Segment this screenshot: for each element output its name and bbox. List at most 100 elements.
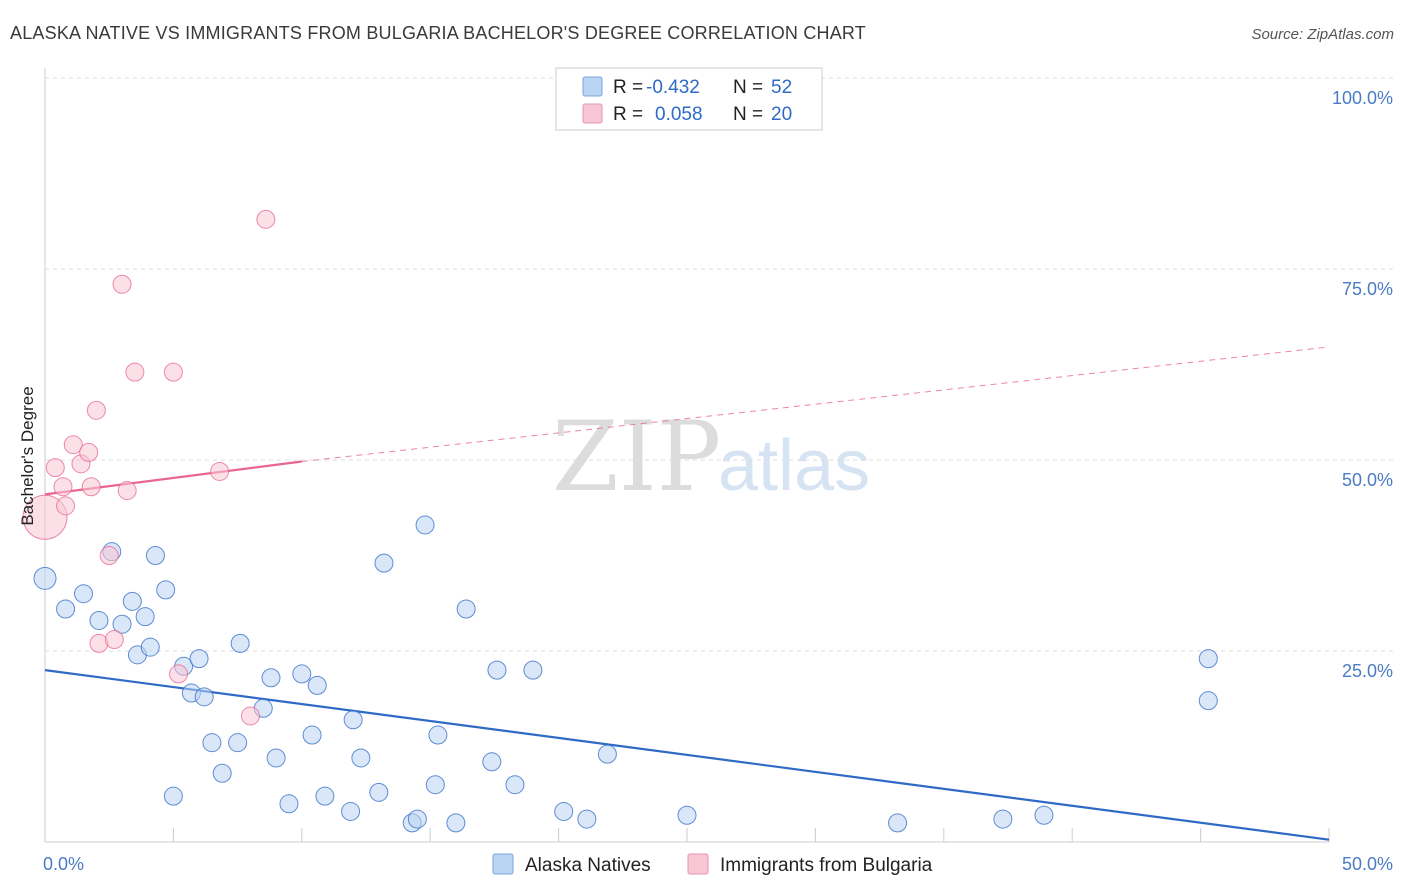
chart-title: ALASKA NATIVE VS IMMIGRANTS FROM BULGARI…	[10, 23, 866, 43]
point-bulgaria	[117, 481, 137, 501]
point-alaska	[56, 599, 76, 619]
point-alaska	[140, 637, 160, 657]
legend-n-label-2: N =	[733, 104, 763, 125]
point-alaska	[341, 801, 361, 821]
point-alaska	[112, 614, 132, 634]
y-tick-label: 75.0%	[1342, 279, 1393, 299]
legend-r-value-1: -0.432	[646, 77, 700, 98]
trendline-bulgaria-extension	[301, 346, 1330, 463]
point-bulgaria	[169, 664, 189, 684]
point-alaska	[228, 733, 248, 753]
point-alaska	[122, 591, 142, 611]
point-alaska	[1034, 805, 1054, 825]
point-bulgaria	[256, 209, 276, 229]
point-alaska	[554, 801, 574, 821]
point-alaska	[415, 515, 435, 535]
point-alaska	[505, 775, 525, 795]
point-alaska	[74, 584, 94, 604]
point-alaska	[163, 786, 183, 806]
bottom-legend-bulgaria: Immigrants from Bulgaria	[720, 855, 933, 876]
y-tick-label: 50.0%	[1342, 470, 1393, 490]
point-alaska	[351, 748, 371, 768]
y-tick-label: 100.0%	[1332, 88, 1393, 108]
point-bulgaria	[125, 362, 145, 382]
point-alaska	[212, 763, 232, 783]
point-bulgaria	[104, 630, 124, 650]
point-alaska	[343, 710, 363, 730]
point-bulgaria	[163, 362, 183, 382]
bottom-legend: Alaska Natives Immigrants from Bulgaria	[492, 853, 933, 876]
legend-r-label-2: R =	[613, 104, 643, 125]
point-bulgaria	[63, 435, 83, 455]
point-alaska	[189, 649, 209, 669]
point-bulgaria	[210, 461, 230, 481]
point-bulgaria	[53, 477, 73, 497]
point-alaska	[194, 687, 214, 707]
point-alaska	[428, 725, 448, 745]
legend-swatch-alaska	[582, 76, 603, 97]
point-bulgaria	[86, 400, 106, 420]
point-alaska	[407, 809, 427, 829]
watermark: ZIP atlas	[552, 401, 870, 513]
point-alaska	[446, 813, 466, 833]
point-alaska	[369, 782, 389, 802]
x-tick-label: 0.0%	[43, 854, 84, 874]
point-alaska	[302, 725, 322, 745]
point-alaska	[374, 553, 394, 573]
point-alaska	[993, 809, 1013, 829]
point-bulgaria	[240, 706, 260, 726]
trendline-alaska	[44, 669, 1330, 841]
point-alaska	[456, 599, 476, 619]
point-alaska	[307, 675, 327, 695]
point-alaska	[888, 813, 908, 833]
point-alaska	[33, 566, 57, 590]
bottom-legend-swatch-bulgaria	[687, 853, 709, 875]
legend-n-value-1: 52	[771, 77, 792, 98]
point-alaska	[315, 786, 335, 806]
point-alaska	[523, 660, 543, 680]
point-bulgaria	[45, 458, 65, 478]
legend-swatch-bulgaria	[582, 103, 603, 124]
point-alaska	[677, 805, 697, 825]
point-alaska	[1198, 649, 1218, 669]
legend-r-label-1: R =	[613, 77, 643, 98]
watermark-atlas: atlas	[718, 426, 870, 506]
point-alaska	[482, 752, 502, 772]
point-alaska	[425, 775, 445, 795]
legend: R = -0.432 N = 52 R = 0.058 N = 20	[555, 67, 823, 131]
point-alaska	[1198, 691, 1218, 711]
point-bulgaria	[22, 494, 68, 540]
grid	[45, 77, 1394, 652]
point-alaska	[145, 546, 165, 565]
point-alaska	[89, 610, 109, 630]
legend-r-value-2: 0.058	[655, 104, 703, 125]
y-tick-label: 25.0%	[1342, 661, 1393, 681]
point-alaska	[135, 607, 155, 627]
point-alaska	[156, 580, 176, 600]
point-alaska	[202, 733, 222, 753]
bottom-legend-swatch-alaska	[492, 853, 514, 875]
axes: 25.0% 50.0% 75.0% 100.0% 0.0% 50.0%	[43, 68, 1393, 874]
point-alaska	[279, 794, 299, 814]
point-alaska	[577, 809, 597, 829]
x-tick-label: 50.0%	[1342, 854, 1393, 874]
point-alaska	[261, 668, 281, 688]
point-alaska	[487, 660, 507, 680]
point-bulgaria	[112, 274, 132, 294]
point-alaska	[266, 748, 286, 768]
legend-n-label-1: N =	[733, 77, 763, 98]
y-axis-label: Bachelor's Degree	[18, 386, 37, 525]
chart-source: Source: ZipAtlas.com	[1251, 26, 1394, 43]
point-alaska	[230, 633, 250, 653]
point-bulgaria	[56, 496, 76, 516]
bottom-legend-alaska: Alaska Natives	[525, 855, 651, 876]
watermark-zip: ZIP	[552, 401, 721, 513]
point-bulgaria	[79, 442, 99, 462]
point-bulgaria	[81, 477, 101, 497]
data-points	[22, 209, 1218, 833]
point-alaska	[292, 664, 312, 684]
legend-n-value-2: 20	[771, 104, 792, 125]
point-bulgaria	[99, 546, 119, 565]
point-alaska	[597, 744, 617, 764]
